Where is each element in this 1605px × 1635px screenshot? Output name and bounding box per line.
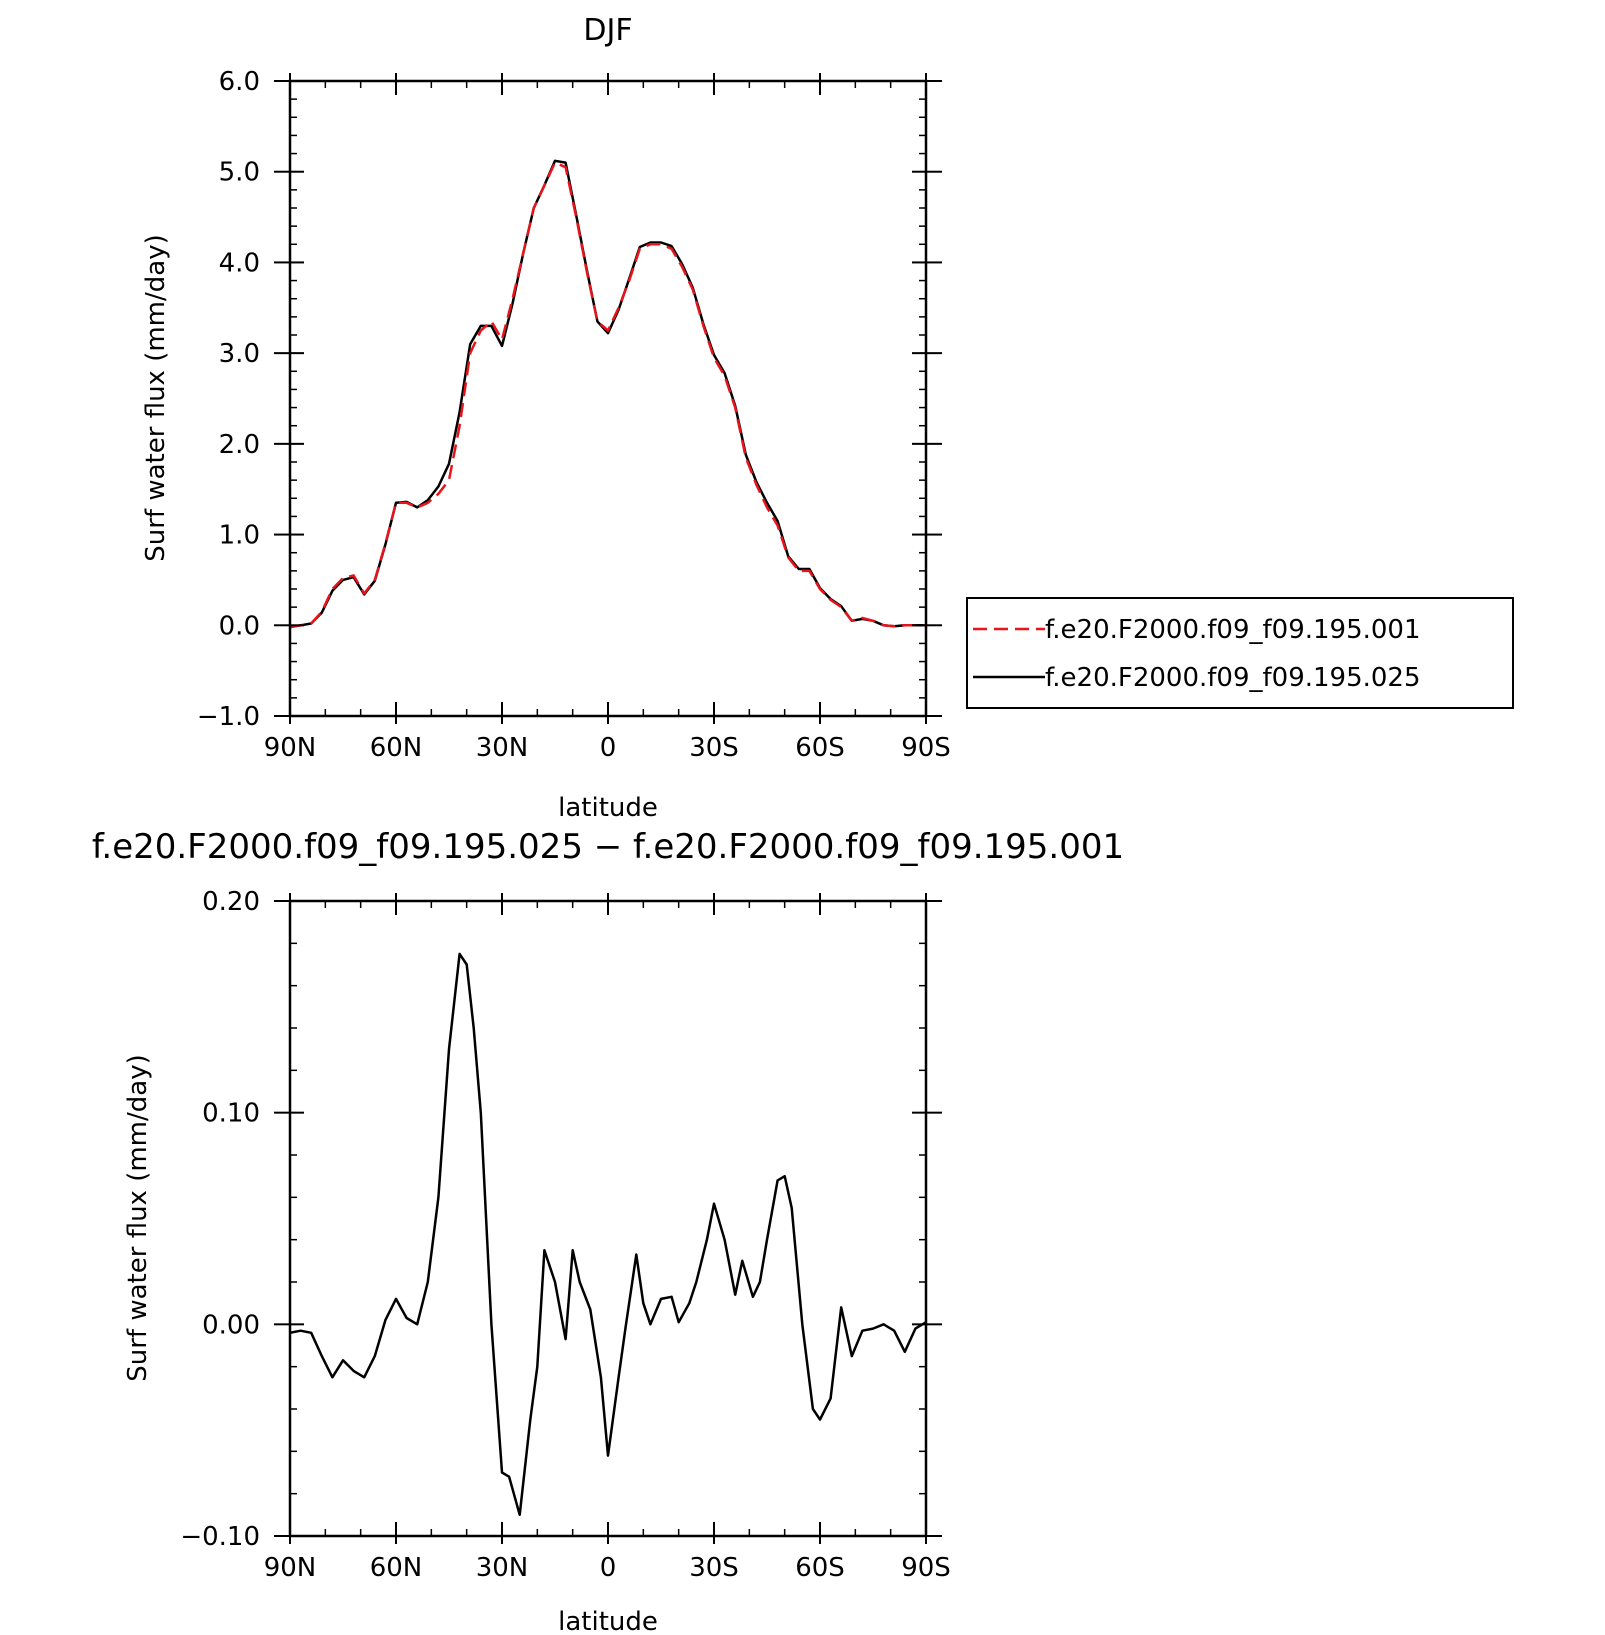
x-tick-label: 60N — [370, 1553, 423, 1583]
series-line-2 — [290, 159, 926, 629]
x-tick-label: 90S — [901, 1553, 951, 1583]
x-axis-label: latitude — [558, 793, 658, 823]
y-tick-label: 1.0 — [219, 521, 260, 551]
x-tick-label: 30N — [476, 733, 529, 763]
y-tick-label: 2.0 — [219, 430, 260, 460]
y-tick-label: 3.0 — [219, 339, 260, 369]
x-tick-label: 90N — [264, 733, 317, 763]
x-tick-label: 0 — [600, 1553, 617, 1583]
y-tick-label: 0.20 — [202, 887, 260, 917]
x-tick-label: 60N — [370, 733, 423, 763]
y-tick-label: −1.0 — [197, 702, 260, 732]
x-tick-label: 60S — [795, 733, 845, 763]
x-tick-label: 90S — [901, 733, 951, 763]
y-axis-label: Surf water flux (mm/day) — [123, 1054, 153, 1381]
y-tick-label: 0.10 — [202, 1099, 260, 1129]
legend-label-025: f.e20.F2000.f09_f09.195.025 — [1045, 663, 1421, 693]
y-tick-label: 4.0 — [219, 248, 260, 278]
y-tick-label: 0.0 — [219, 611, 260, 641]
plot-frame — [288, 79, 928, 718]
y-tick-label: 0.00 — [202, 1310, 260, 1340]
y-tick-label: −0.10 — [180, 1522, 260, 1552]
legend-label-001: f.e20.F2000.f09_f09.195.001 — [1045, 615, 1421, 645]
x-tick-label: 30S — [689, 1553, 739, 1583]
series-line-1 — [290, 161, 926, 629]
x-tick-label: 90N — [264, 1553, 317, 1583]
x-tick-label: 30N — [476, 1553, 529, 1583]
top-chart: DJF 90N 60N 30N 0 30S 60S 90S −1.0 0.0 1.0 2.0 3.0 4… — [141, 13, 1514, 823]
bottom-chart: f.e20.F2000.f09_f09.195.025 − f.e20.F200… — [92, 827, 1124, 1635]
chart-title: DJF — [583, 13, 632, 48]
y-tick-label: 6.0 — [219, 67, 260, 97]
chart-title: f.e20.F2000.f09_f09.195.025 − f.e20.F200… — [92, 827, 1124, 867]
x-axis-label: latitude — [558, 1607, 658, 1635]
series-line-1 — [290, 952, 926, 1517]
y-tick-label: 5.0 — [219, 158, 260, 188]
y-axis-label: Surf water flux (mm/day) — [141, 234, 171, 561]
x-tick-label: 60S — [795, 1553, 845, 1583]
plot-frame — [288, 899, 928, 1538]
x-tick-label: 0 — [600, 733, 617, 763]
x-tick-label: 30S — [689, 733, 739, 763]
legend: f.e20.F2000.f09_f09.195.001 f.e20.F2000.… — [966, 597, 1514, 709]
legend-box — [966, 597, 1514, 709]
